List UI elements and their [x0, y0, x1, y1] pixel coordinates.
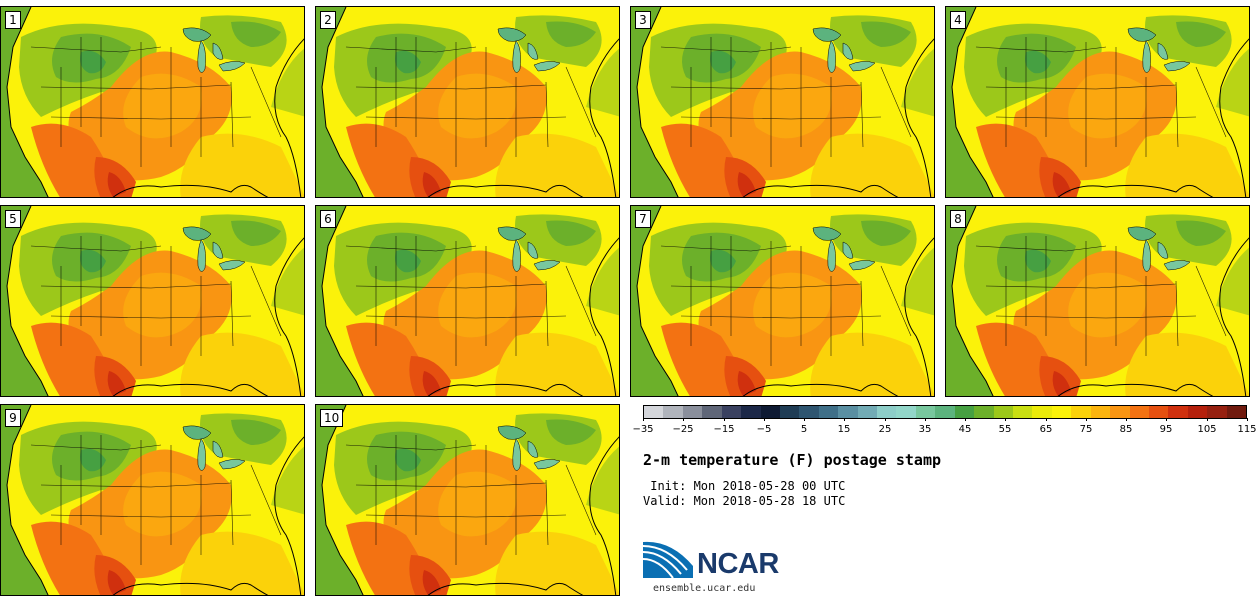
member-panel: 6: [315, 205, 620, 397]
colorbar-swatch: [935, 406, 955, 418]
colorbar-tick: [1207, 418, 1208, 421]
panel-number: 2: [320, 11, 336, 29]
colorbar-tick-label: 25: [878, 424, 892, 435]
colorbar-tick: [683, 418, 684, 421]
member-panel: 8: [945, 205, 1250, 397]
colorbar-swatch: [1129, 406, 1149, 418]
member-panel: 7: [630, 205, 935, 397]
ncar-logo: [643, 541, 693, 579]
member-panel: 1: [0, 6, 305, 198]
colorbar-swatch: [682, 406, 703, 418]
colorbar-tick-label: −5: [756, 424, 772, 435]
panel-number: 7: [635, 210, 651, 228]
colorbar-swatch: [1071, 406, 1091, 418]
colorbar-tick: [643, 418, 644, 421]
colorbar-swatch: [702, 406, 722, 418]
panel-number: 6: [320, 210, 336, 228]
colorbar-swatch: [993, 406, 1014, 418]
site-url: ensemble.ucar.edu: [653, 583, 756, 594]
colorbar-tick-label: 15: [837, 424, 851, 435]
colorbar-tick-label: −25: [672, 424, 694, 435]
ncar-logo-text: NCAR: [697, 548, 779, 580]
colorbar-tick-label: −15: [713, 424, 735, 435]
figure-title: 2-m temperature (F) postage stamp: [643, 451, 942, 469]
colorbar-tick: [1005, 418, 1006, 421]
colorbar-tick-label: 35: [918, 424, 932, 435]
member-panel: 3: [630, 6, 935, 198]
colorbar-swatch: [721, 406, 742, 418]
colorbar-tick: [724, 418, 725, 421]
colorbar-tick-label: 45: [958, 424, 972, 435]
colorbar-swatch: [779, 406, 800, 418]
colorbar-tick: [885, 418, 886, 421]
colorbar-swatch: [954, 406, 975, 418]
panel-number: 5: [5, 210, 21, 228]
colorbar-tick-label: 115: [1237, 424, 1257, 435]
colorbar-swatch: [1032, 406, 1052, 418]
colorbar-tick-label: 85: [1119, 424, 1133, 435]
colorbar-swatch: [1168, 406, 1188, 418]
colorbar-tick: [764, 418, 765, 421]
colorbar-tick-label: 55: [998, 424, 1012, 435]
colorbar-tick: [965, 418, 966, 421]
init-time: Init: Mon 2018-05-28 00 UTC: [643, 479, 846, 493]
colorbar-tick-label: −35: [632, 424, 654, 435]
member-panel: 5: [0, 205, 305, 397]
colorbar-ticks: [643, 418, 1248, 422]
panel-number: 8: [950, 210, 966, 228]
colorbar-tick: [1247, 418, 1248, 421]
colorbar-swatch: [838, 406, 858, 418]
colorbar-tick-label: 105: [1197, 424, 1217, 435]
panel-number: 10: [320, 409, 344, 427]
colorbar-swatch: [1187, 406, 1208, 418]
colorbar-tick-label: 95: [1159, 424, 1173, 435]
colorbar-swatch: [663, 406, 683, 418]
member-panel: 4: [945, 6, 1250, 198]
colorbar-swatch: [799, 406, 819, 418]
colorbar-tick-label: 75: [1079, 424, 1093, 435]
colorbar-swatch: [1090, 406, 1111, 418]
colorbar-swatch: [1013, 406, 1033, 418]
panel-number: 3: [635, 11, 651, 29]
member-panel: 10: [315, 404, 620, 596]
colorbar-swatch: [1207, 406, 1227, 418]
colorbar-swatch: [877, 406, 897, 418]
panel-number: 1: [5, 11, 21, 29]
colorbar-swatch: [1148, 406, 1169, 418]
colorbar-tick: [1046, 418, 1047, 421]
colorbar-tick: [844, 418, 845, 421]
colorbar-tick-label: 65: [1039, 424, 1053, 435]
colorbar-swatch: [644, 406, 664, 418]
temperature-colorbar: [643, 405, 1247, 419]
valid-time: Valid: Mon 2018-05-28 18 UTC: [643, 494, 846, 508]
colorbar-swatch: [974, 406, 994, 418]
colorbar-tick-label: 5: [800, 424, 808, 435]
colorbar-tick: [1166, 418, 1167, 421]
colorbar-swatch: [760, 406, 780, 418]
colorbar-tick-labels: −35 −25 −15 −5 5 15 25 35 45 55 65 75 85 95 105 115: [632, 424, 1256, 438]
colorbar-swatch: [915, 406, 936, 418]
colorbar-swatch: [1051, 406, 1072, 418]
colorbar-swatch: [896, 406, 916, 418]
member-panel: 2: [315, 6, 620, 198]
colorbar-swatch: [1110, 406, 1130, 418]
panel-number: 4: [950, 11, 966, 29]
colorbar-swatch: [1226, 406, 1247, 418]
colorbar-swatch: [741, 406, 761, 418]
colorbar-tick: [1086, 418, 1087, 421]
panel-number: 9: [5, 409, 21, 427]
colorbar-swatch: [857, 406, 878, 418]
member-panel: 9: [0, 404, 305, 596]
colorbar-swatch: [818, 406, 839, 418]
colorbar-tick: [804, 418, 805, 421]
colorbar-tick: [925, 418, 926, 421]
colorbar-tick: [1126, 418, 1127, 421]
